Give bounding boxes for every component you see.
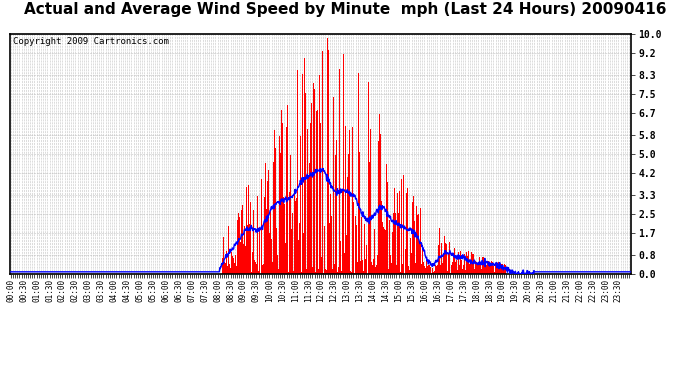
Text: Actual and Average Wind Speed by Minute  mph (Last 24 Hours) 20090416: Actual and Average Wind Speed by Minute … bbox=[23, 2, 667, 17]
Text: Copyright 2009 Cartronics.com: Copyright 2009 Cartronics.com bbox=[14, 38, 169, 46]
